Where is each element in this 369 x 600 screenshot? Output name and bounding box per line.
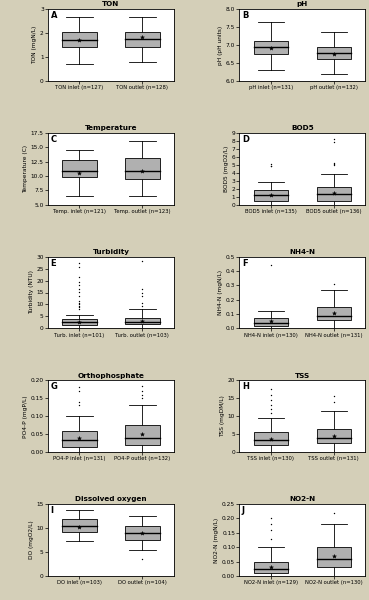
Y-axis label: pH (pH units): pH (pH units) bbox=[218, 25, 223, 65]
Bar bbox=[62, 520, 97, 532]
Text: B: B bbox=[242, 11, 248, 20]
Text: E: E bbox=[51, 259, 56, 268]
Y-axis label: NH4-N (mgN/L): NH4-N (mgN/L) bbox=[218, 270, 223, 315]
Title: NO2-N: NO2-N bbox=[289, 496, 315, 502]
Y-axis label: DO (mgO2/L): DO (mgO2/L) bbox=[29, 521, 34, 559]
Bar bbox=[317, 547, 351, 568]
Y-axis label: Temperature (C): Temperature (C) bbox=[23, 145, 28, 193]
Title: NH4-N: NH4-N bbox=[289, 249, 315, 255]
Y-axis label: TSS (mgDM/L): TSS (mgDM/L) bbox=[220, 395, 225, 437]
Bar bbox=[62, 160, 97, 177]
Bar bbox=[254, 562, 288, 573]
Title: Dissolved oxygen: Dissolved oxygen bbox=[75, 496, 147, 502]
Bar bbox=[317, 187, 351, 201]
Bar bbox=[254, 190, 288, 201]
Title: BOD5: BOD5 bbox=[291, 125, 314, 131]
Y-axis label: BOD5 (mgO2/L): BOD5 (mgO2/L) bbox=[224, 146, 229, 192]
Bar bbox=[125, 526, 160, 540]
Text: D: D bbox=[242, 135, 249, 144]
Title: Orthophosphate: Orthophosphate bbox=[77, 373, 144, 379]
Bar bbox=[62, 319, 97, 325]
Text: A: A bbox=[51, 11, 57, 20]
Text: F: F bbox=[242, 259, 248, 268]
Title: TON: TON bbox=[102, 1, 120, 7]
Bar bbox=[125, 425, 160, 445]
Bar bbox=[317, 429, 351, 443]
Title: Turbidity: Turbidity bbox=[92, 249, 130, 255]
Bar bbox=[254, 41, 288, 54]
Title: TSS: TSS bbox=[295, 373, 310, 379]
Bar bbox=[317, 47, 351, 59]
Bar bbox=[62, 32, 97, 47]
Y-axis label: TON (mgN/L): TON (mgN/L) bbox=[32, 26, 37, 64]
Text: I: I bbox=[51, 506, 54, 515]
Y-axis label: Turbidity (NTU): Turbidity (NTU) bbox=[28, 271, 34, 314]
Title: Temperature: Temperature bbox=[85, 125, 137, 131]
Text: G: G bbox=[51, 382, 57, 391]
Y-axis label: NO2-N (mgN/L): NO2-N (mgN/L) bbox=[214, 517, 219, 563]
Bar bbox=[317, 307, 351, 320]
Text: J: J bbox=[242, 506, 245, 515]
Bar bbox=[125, 158, 160, 179]
Text: C: C bbox=[51, 135, 56, 144]
Title: pH: pH bbox=[297, 1, 308, 7]
Bar bbox=[254, 433, 288, 445]
Bar bbox=[125, 319, 160, 324]
Bar bbox=[125, 32, 160, 47]
Bar bbox=[62, 431, 97, 447]
Y-axis label: PO4-P (mgP/L): PO4-P (mgP/L) bbox=[23, 395, 28, 437]
Text: H: H bbox=[242, 382, 249, 391]
Bar bbox=[254, 319, 288, 326]
